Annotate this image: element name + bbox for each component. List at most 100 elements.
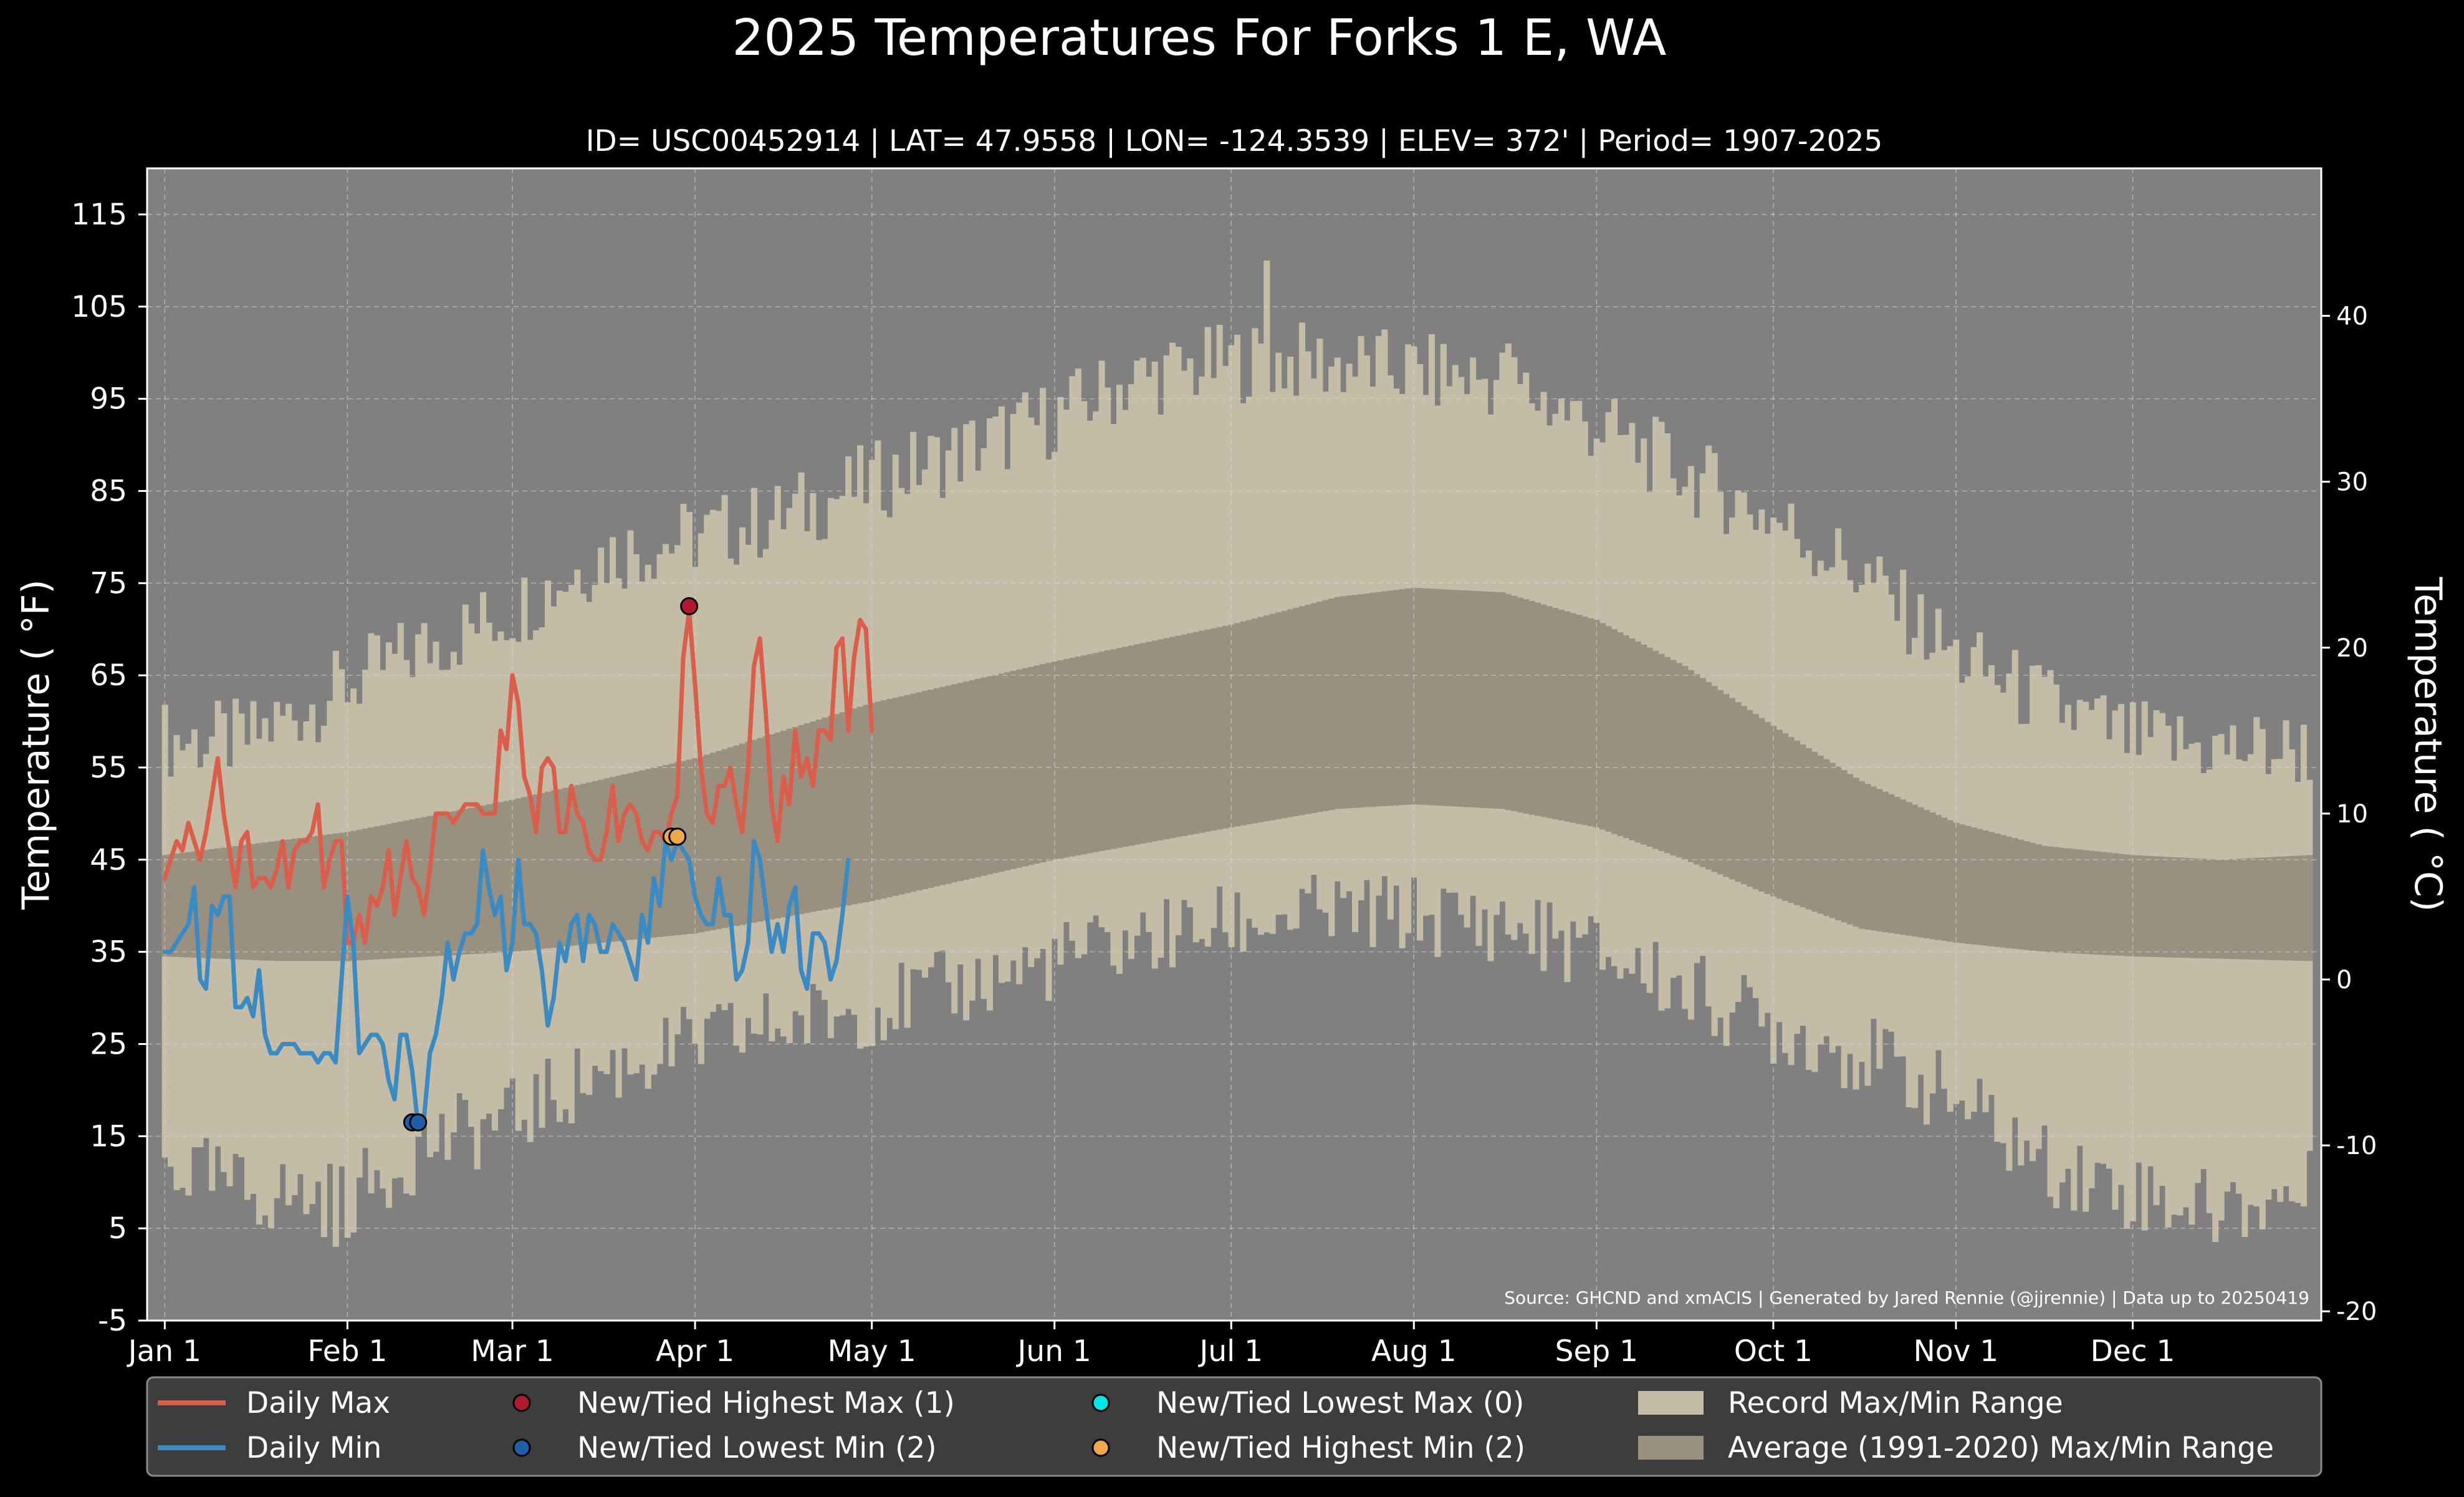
average-bar <box>185 852 192 958</box>
average-bar <box>462 809 469 955</box>
average-bar <box>1823 759 1830 916</box>
average-bar <box>1452 590 1459 807</box>
chart-subtitle: ID= USC00452914 | LAT= 47.9558 | LON= -1… <box>586 124 1883 158</box>
record-bar <box>2306 779 2313 1151</box>
x-tick-label: Aug 1 <box>1371 1334 1457 1369</box>
average-bar <box>969 680 976 878</box>
y-tick-label-left: 95 <box>90 382 127 416</box>
average-bar <box>1458 590 1465 807</box>
legend: Daily Max Daily Min New/Tied Highest Max… <box>146 1376 2323 1477</box>
average-bar <box>362 828 369 960</box>
average-bar <box>250 844 257 960</box>
average-bar <box>750 739 757 923</box>
average-bar <box>1163 638 1170 840</box>
average-bar <box>497 802 504 953</box>
average-bar <box>2023 841 2030 950</box>
average-bar <box>1417 588 1424 805</box>
average-bar <box>1682 666 1689 860</box>
x-axis-ticks: Jan 1 Feb 1 Mar 1 Apr 1 May 1 Jun 1 Jul 1 Aug 1… <box>127 1321 2175 1369</box>
plot-frame <box>146 167 2323 1322</box>
x-tick-label: Jul 1 <box>1197 1334 1263 1369</box>
average-bar <box>1310 603 1317 814</box>
average-bar <box>1098 652 1105 852</box>
average-bar <box>651 768 658 938</box>
average-bar <box>833 714 840 908</box>
average-bar <box>980 677 987 876</box>
average-bar <box>892 697 899 896</box>
average-bar <box>1081 655 1088 855</box>
record-bar <box>2083 701 2089 1212</box>
average-bar <box>2283 856 2289 961</box>
average-bar <box>1982 830 1989 946</box>
record-bar <box>2136 754 2142 1163</box>
average-bar <box>1687 670 1694 862</box>
y-axis-label-left: Temperature ( °F) <box>14 579 58 910</box>
average-bar <box>815 720 822 911</box>
average-bar <box>2170 857 2178 958</box>
average-bar <box>1841 770 1848 923</box>
average-bar <box>426 816 434 957</box>
average-bar <box>2047 846 2054 953</box>
y-tick-label-left: 35 <box>90 935 127 970</box>
y-tick-label-left: 85 <box>90 474 127 508</box>
average-bar <box>933 688 940 887</box>
average-bar <box>338 832 345 961</box>
x-tick-label: Nov 1 <box>1914 1334 1999 1369</box>
average-bar <box>939 686 946 885</box>
average-bar <box>1988 832 1995 946</box>
average-bar <box>1977 829 1983 945</box>
average-bar <box>2247 858 2254 960</box>
average-bar <box>1876 789 1883 931</box>
record-marker <box>680 597 699 615</box>
average-bar <box>1935 815 1942 940</box>
average-bar <box>2200 859 2207 958</box>
record-bar <box>1234 334 1241 893</box>
average-bar <box>2106 852 2113 956</box>
average-bar <box>1658 653 1665 852</box>
average-bar <box>1552 608 1559 820</box>
average-bar <box>951 684 958 883</box>
average-bar <box>1953 822 1960 943</box>
average-bar <box>1482 591 1488 809</box>
average-bar <box>1811 751 1818 912</box>
average-bar <box>179 852 186 958</box>
average-bar <box>733 745 740 926</box>
average-bar <box>450 811 457 955</box>
average-bar <box>2212 859 2219 959</box>
average-bar <box>1782 733 1789 901</box>
average-bar <box>645 769 651 938</box>
record-bar <box>2265 774 2272 1200</box>
average-bar <box>438 813 445 956</box>
average-bar <box>468 807 475 955</box>
average-bar <box>1399 589 1406 806</box>
average-bar <box>1793 741 1801 905</box>
average-bar <box>697 756 704 933</box>
average-bar <box>627 773 634 940</box>
average-bar <box>2253 857 2260 960</box>
average-bar <box>1717 690 1724 875</box>
average-bar <box>1192 632 1199 834</box>
average-bar <box>391 822 398 959</box>
average-bar <box>1181 634 1187 836</box>
average-bar <box>403 820 410 958</box>
legend-daily-max: Daily Max <box>246 1386 390 1420</box>
average-bar <box>1434 589 1441 806</box>
average-bar <box>2206 859 2213 959</box>
x-tick-label: Sep 1 <box>1555 1334 1638 1369</box>
average-bar <box>1139 643 1146 844</box>
average-bar <box>2035 844 2042 951</box>
average-bar <box>1729 698 1736 880</box>
average-bar <box>1540 604 1547 817</box>
average-bar <box>2030 842 2036 951</box>
record-bar <box>1139 357 1146 913</box>
daily-lines <box>162 609 875 1129</box>
average-bar <box>203 850 209 958</box>
average-bar <box>1040 664 1047 863</box>
average-bar <box>1694 674 1700 865</box>
record-bar <box>2071 729 2078 1211</box>
record-bar <box>2182 749 2189 1208</box>
average-bar <box>822 718 828 910</box>
record-marker <box>668 827 687 846</box>
average-bar <box>780 730 787 918</box>
average-bar <box>1493 592 1500 809</box>
